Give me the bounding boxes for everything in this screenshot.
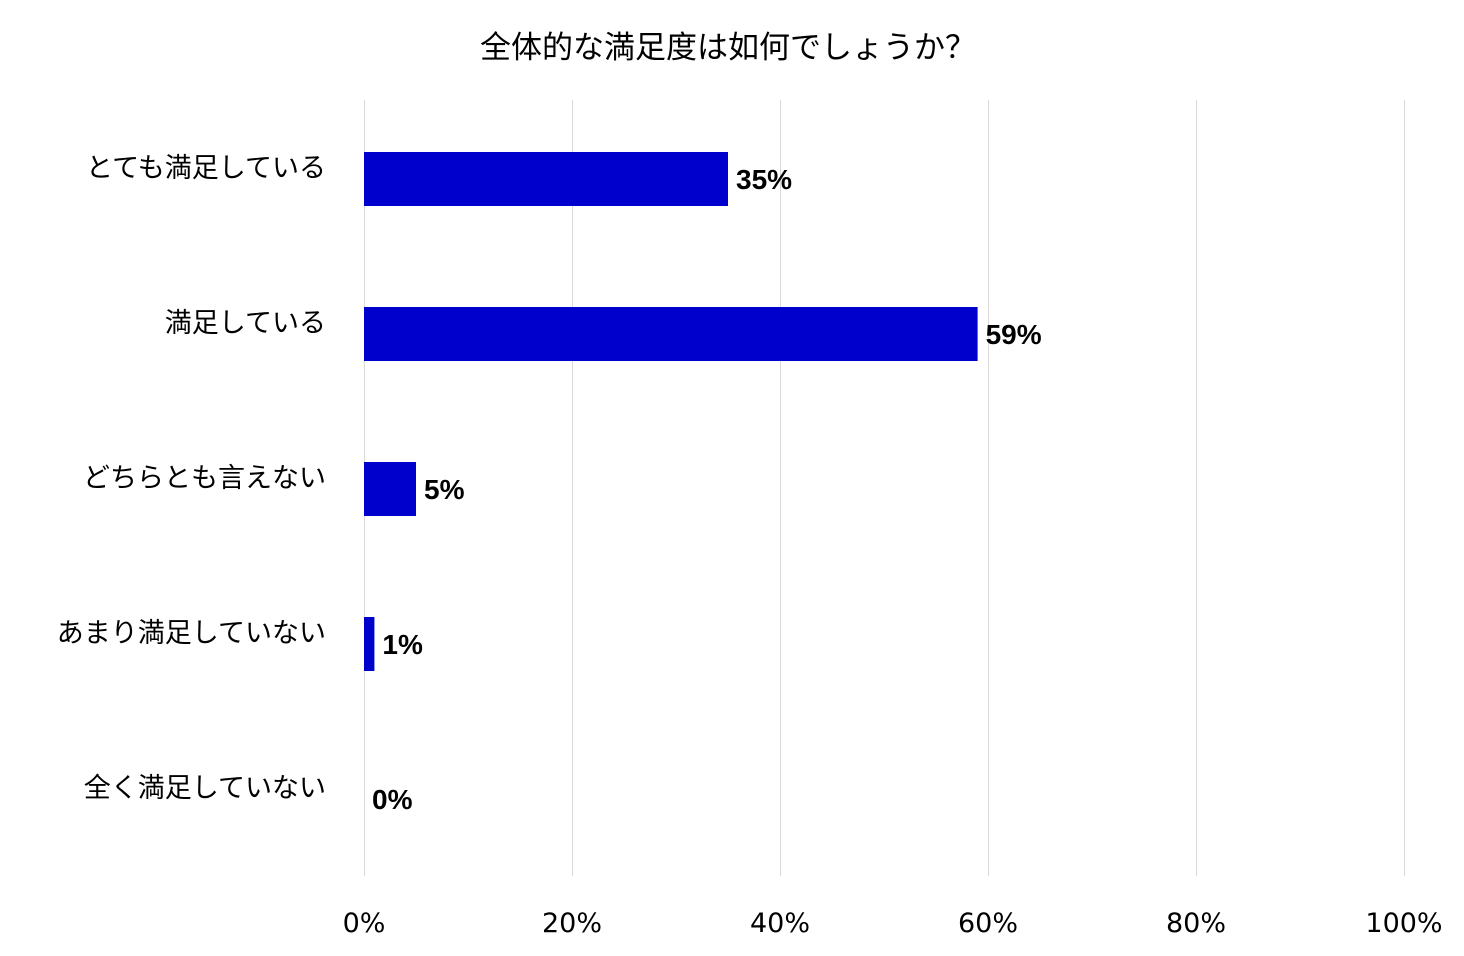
category-label: 全く満足していない xyxy=(84,773,326,804)
category-labels: とても満足している満足しているどちらとも言えないあまり満足していない全く満足して… xyxy=(57,153,326,804)
data-label: 0% xyxy=(372,784,413,815)
x-tick-label: 100% xyxy=(1365,908,1442,939)
data-label: 5% xyxy=(424,474,465,505)
chart-title: 全体的な満足度は如何でしょうか？ xyxy=(480,30,976,66)
data-label: 1% xyxy=(382,629,423,660)
x-tick-label: 40% xyxy=(750,908,810,939)
bar xyxy=(364,307,978,361)
gridlines xyxy=(364,100,1405,876)
bars xyxy=(364,152,978,671)
category-label: とても満足している xyxy=(86,153,326,184)
category-label: あまり満足していない xyxy=(57,618,326,649)
x-tick-label: 0% xyxy=(343,908,386,939)
x-tick-label: 60% xyxy=(958,908,1018,939)
bar xyxy=(364,617,375,671)
category-label: 満足している xyxy=(165,308,326,339)
x-tick-label: 80% xyxy=(1166,908,1226,939)
data-label: 59% xyxy=(986,319,1042,350)
bar xyxy=(364,462,416,516)
x-tick-label: 20% xyxy=(542,908,602,939)
category-label: どちらとも言えない xyxy=(83,463,326,494)
data-label: 35% xyxy=(736,164,792,195)
x-axis-tick-labels: 0% 20% 40% 60% 80% 100% xyxy=(343,908,1443,939)
bar xyxy=(364,152,728,206)
data-labels: 35% 59% 5% 1% 0% xyxy=(372,164,1042,815)
